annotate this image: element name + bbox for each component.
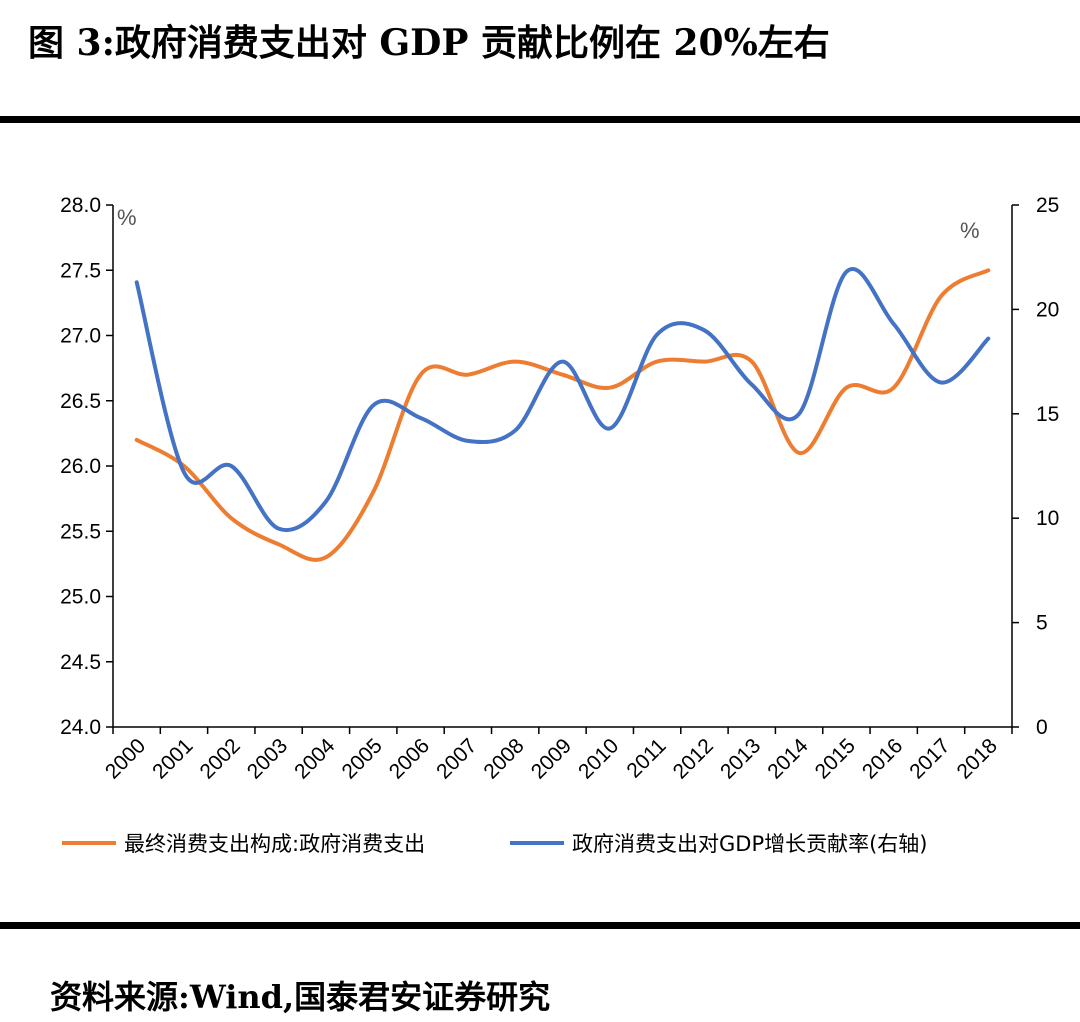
left-tick-label: 25.5 — [60, 520, 101, 543]
x-tick-label: 2005 — [337, 734, 386, 783]
series-line-0 — [134, 268, 991, 562]
top-divider — [0, 116, 1080, 123]
legend-label-series-0: 最终消费支出构成:政府消费支出 — [124, 832, 425, 856]
x-tick-label: 2003 — [243, 734, 292, 783]
right-tick-label: 15 — [1036, 403, 1059, 426]
x-tick-label: 2010 — [574, 734, 623, 783]
left-tick-label: 26.5 — [60, 390, 101, 413]
left-tick-label: 27.0 — [60, 325, 101, 348]
x-tick-label: 2011 — [622, 734, 670, 782]
x-tick-label: 2013 — [716, 734, 765, 783]
right-tick-label: 0 — [1036, 716, 1048, 739]
right-tick-label: 20 — [1036, 298, 1059, 321]
left-tick-label: 28.0 — [60, 194, 101, 217]
chart-series — [134, 267, 991, 562]
x-tick-label: 2004 — [290, 734, 340, 784]
x-tick-label: 2001 — [148, 734, 197, 783]
chart-legend: 最终消费支出构成:政府消费支出 政府消费支出对GDP增长贡献率(右轴) — [62, 832, 928, 856]
x-tick-label: 2009 — [527, 734, 576, 783]
left-axis-ticks: 24.0 24.5 25.0 25.5 26.0 26.5 27.0 27.5 28.0 — [60, 194, 113, 739]
line-chart: 24.0 24.5 25.0 25.5 26.0 26.5 27.0 27.5 28.0 0 5 1… — [60, 194, 1059, 856]
x-tick-label: 2008 — [479, 734, 528, 783]
x-tick-label: 2016 — [858, 734, 907, 783]
right-tick-label: 10 — [1036, 507, 1059, 530]
left-tick-label: 26.0 — [60, 455, 101, 478]
left-tick-label: 27.5 — [60, 259, 101, 282]
x-tick-label: 2006 — [385, 734, 434, 783]
chart-axes — [112, 205, 1013, 728]
right-tick-label: 25 — [1036, 194, 1059, 217]
x-tick-label: 2014 — [763, 734, 813, 784]
x-tick-label: 2007 — [432, 734, 481, 783]
bottom-divider — [0, 922, 1080, 929]
right-axis-unit: % — [960, 218, 980, 243]
left-tick-label: 25.0 — [60, 586, 101, 609]
x-tick-label: 2018 — [953, 734, 1002, 783]
right-tick-label: 5 — [1036, 612, 1048, 635]
left-axis-unit: % — [117, 205, 137, 230]
x-tick-label: 2015 — [811, 734, 860, 783]
left-tick-label: 24.5 — [60, 651, 101, 674]
series-line-1 — [134, 267, 991, 532]
legend-label-series-1: 政府消费支出对GDP增长贡献率(右轴) — [572, 832, 928, 856]
x-axis-ticks: 2000200120022003200420052006200720082009… — [101, 727, 1013, 784]
right-axis-ticks: 0 5 10 15 20 25 — [1012, 194, 1059, 739]
left-tick-label: 24.0 — [60, 716, 101, 739]
figure-title: 图 3:政府消费支出对 GDP 贡献比例在 20%左右 — [28, 22, 830, 64]
source-note: 资料来源:Wind,国泰君安证券研究 — [50, 978, 551, 1016]
x-tick-label: 2017 — [905, 734, 954, 783]
x-tick-label: 2000 — [101, 734, 150, 783]
x-tick-label: 2012 — [669, 734, 718, 783]
x-tick-label: 2002 — [196, 734, 245, 783]
